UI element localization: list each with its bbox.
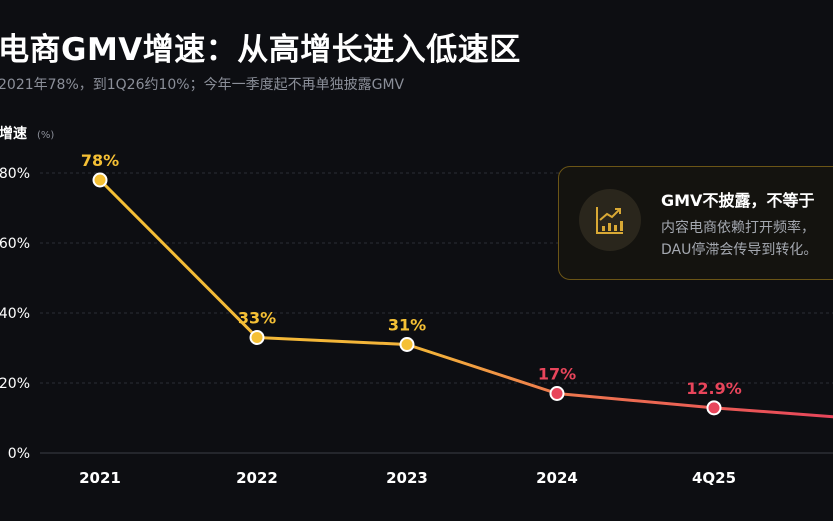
data-point [92,172,108,188]
y-axis-label: 增速 [0,125,27,142]
data-point [706,400,722,416]
data-point [399,337,415,352]
y-axis-unit: (%) [37,130,54,141]
data-label: 33% [238,309,276,328]
callout-line-1: 内容电商依赖打开频率， [661,220,815,236]
y-tick-label: 0% [8,446,30,462]
data-label: 31% [388,316,426,335]
x-tick-label: 2021 [79,469,121,487]
chart-title: 电商GMV增速：从高增长进入低速区 [0,32,521,68]
callout-line-2: DAU停滞会传导到转化。 [661,242,818,258]
series-line [98,178,833,419]
x-tick-label: 4Q25 [692,469,736,487]
data-label: 12.9% [686,379,742,398]
data-point [249,330,265,345]
y-tick-label: 40% [0,306,30,322]
y-tick-label: 60% [0,236,30,252]
data-point [549,386,565,401]
y-tick-label: 20% [0,376,30,392]
y-tick-label: 80% [0,166,30,182]
data-label: 78% [81,151,119,170]
x-tick-label: 2024 [536,469,578,487]
callout-title: GMV不披露，不等于 [661,191,815,210]
x-tick-label: 2023 [386,469,428,487]
data-label: 17% [538,365,576,384]
trend-chart-icon [579,189,641,251]
chart-subtitle: 2021年78%，到1Q26约10%；今年一季度起不再单独披露GMV [0,77,405,93]
callout-card: GMV不披露，不等于 内容电商依赖打开频率， DAU停滞会传导到转化。 [558,166,833,280]
x-tick-label: 2022 [236,469,278,487]
